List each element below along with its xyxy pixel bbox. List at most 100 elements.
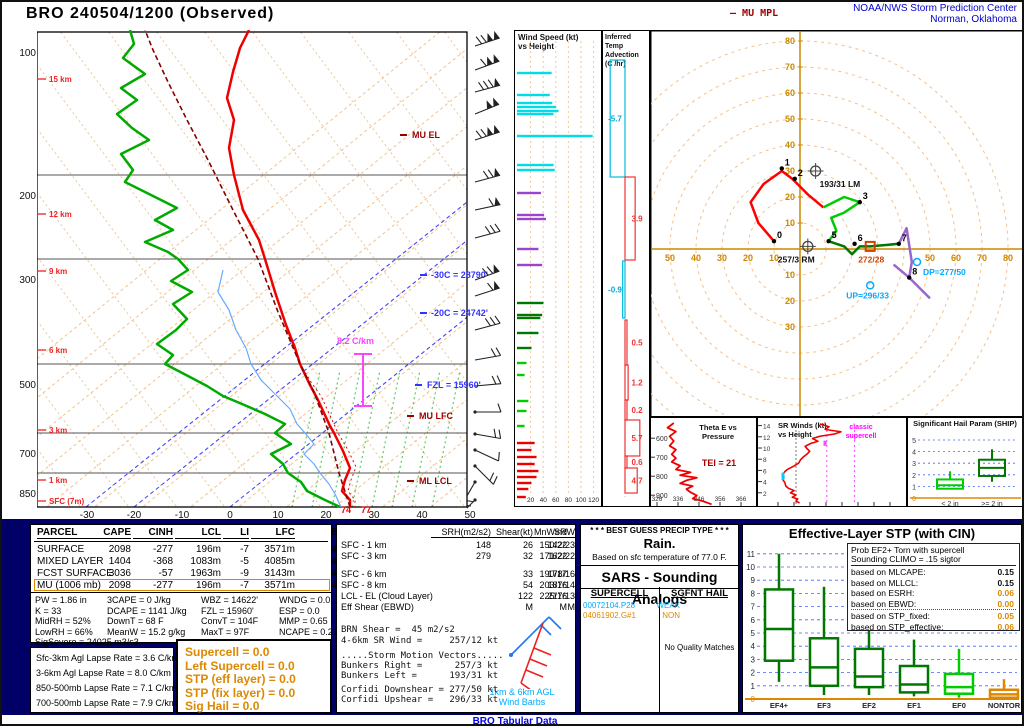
thermo-index: DCAPE = 1141 J/kg [107, 605, 187, 616]
pressure-label: 500 [19, 380, 36, 391]
wind-speed-bar [517, 112, 554, 116]
highlight-isotherm-line [85, 201, 467, 507]
ws-axis-label: 40 [540, 497, 548, 504]
thetae-xlabel: 356 [715, 496, 726, 503]
ship-ylabel: 2 [912, 473, 916, 480]
hodo-axis-label: 60 [785, 88, 795, 98]
svg-line [478, 81, 485, 90]
lapse-rate-row: 3-6km Agl Lapse Rate = 8.0 C/km [36, 668, 171, 678]
sr-winds-panel: SR Winds (kt) vs Height 2 4 6 8 10 12 14 classic s… [757, 417, 907, 507]
kin-row-label: SFC - 3 km [341, 551, 387, 561]
parcel-cell[interactable]: -277 [152, 544, 173, 555]
stp-box [808, 637, 840, 688]
hodo-point [907, 275, 912, 280]
lapse-label: 8.2 C/km [337, 336, 374, 346]
parcel-cell[interactable]: 3571m [264, 580, 295, 591]
corfidi-label: UP=296/33 [846, 290, 889, 300]
srw-ylabel: 8 [763, 457, 767, 464]
srw-ylabel: 6 [763, 468, 767, 475]
pressure-label: 300 [19, 275, 36, 286]
isotherm-line [38, 126, 467, 476]
dry-adiabat-line [38, 193, 274, 507]
thetae-xlabel: 336 [673, 496, 684, 503]
wind-barb-icon [473, 428, 502, 440]
parcel-cell[interactable]: 1963m [190, 568, 221, 579]
prob-row-value: 0.06 [997, 621, 1014, 632]
svg-line [474, 60, 500, 71]
isotherm-line [93, 204, 467, 507]
precip-header: * * * BEST GUESS PRECIP TYPE * * * [590, 526, 729, 535]
svg-line [474, 131, 500, 141]
thermo-index: MidRH = 52% [35, 616, 91, 626]
kin-cell: M [525, 602, 534, 612]
wind-barb-1km-icon [509, 616, 562, 657]
kin-cell: 279 [475, 551, 491, 561]
parcel-cell[interactable]: MU (1006 mb) [37, 580, 101, 591]
ship-panel: Significant Hail Param (SHIP) 0 1 2 3 4 5 < 2 i… [907, 417, 1022, 507]
parcel-cell[interactable]: -57 [158, 568, 173, 579]
srw-ylabel: 10 [763, 446, 771, 453]
thermo-index: SigSevere = 24025 m3/s3 [35, 637, 139, 647]
temp-advection-chart: -5.7 3.9 -0.9 0.5 1.2 0.2 5.7 0.6 4.7 [608, 56, 643, 499]
svg-line [467, 500, 474, 503]
svg-polygon [487, 33, 494, 42]
wind-speed-bar [517, 217, 546, 221]
stp-ylabel: 8 [751, 589, 756, 598]
composite-indices-panel: Supercell = 0.0 Left Supercell = 0.0 STP (… [176, 639, 332, 714]
prob-row: based on EBWD: 0.00 [851, 599, 1016, 610]
parcel-cell[interactable]: -7 [240, 580, 249, 591]
header-rule [34, 541, 328, 542]
sars-match-row[interactable]: 00072104.P28 WEAK [583, 601, 680, 611]
parcel-cell[interactable]: 3143m [264, 568, 295, 579]
parcel-cell[interactable]: 3571m [264, 544, 295, 555]
parcel-cell[interactable]: 196m [195, 544, 221, 555]
svg-line [474, 383, 501, 387]
hodo-axis-label: 30 [717, 253, 727, 263]
parcel-cell[interactable]: -368 [152, 556, 173, 567]
svg-line [474, 433, 501, 440]
parcel-cell[interactable]: 4085m [264, 556, 295, 567]
wind-speed-bar [517, 475, 537, 479]
parcel-cell[interactable]: 196m [195, 580, 221, 591]
parcel-cell[interactable]: MIXED LAYER [37, 556, 104, 567]
sars-match-id[interactable]: 00072104.P28 [583, 601, 636, 610]
parcel-cell[interactable]: -5 [240, 556, 249, 567]
parcel-cell[interactable]: 2098 [108, 580, 131, 591]
parcel-cell[interactable]: FCST SURFACE [37, 568, 113, 579]
mixing-ratio-line [351, 369, 381, 507]
tabular-data-link[interactable]: BRO Tabular Data [472, 716, 558, 726]
mpl-dash-icon: – [730, 8, 743, 19]
mixing-ratio-line [371, 369, 401, 507]
parcel-cell[interactable]: SURFACE [37, 544, 85, 555]
hodo-axis-label: 80 [785, 36, 795, 46]
parcel-cell[interactable]: 1083m [190, 556, 221, 567]
svg-line [474, 103, 500, 115]
wind-speed-bar [517, 213, 545, 217]
svg-line [467, 481, 476, 497]
sars-match-id[interactable]: 04061902.G#1 [583, 611, 636, 620]
prob-row-label: based on MLCAPE: [851, 567, 926, 577]
hodo-axis-label: 20 [743, 253, 753, 263]
parcel-cell[interactable]: 2098 [108, 544, 131, 555]
svg-line [482, 80, 489, 89]
parcel-cell[interactable]: -277 [152, 580, 173, 591]
svg-line [489, 472, 495, 482]
wind-speed-chart: 20 40 60 80 100 120 [517, 41, 599, 504]
wind-barb-icon [473, 464, 498, 485]
parcel-cell[interactable]: 1404 [108, 556, 131, 567]
ws-axis-label: 20 [527, 497, 535, 504]
parcel-cell[interactable]: -9 [240, 568, 249, 579]
wind-barb-icon [473, 448, 500, 462]
thermo-index: NCAPE = 0.21 [279, 626, 338, 637]
sars-match-row[interactable]: 04061902.G#1 NON [583, 611, 680, 621]
parcel-cell[interactable]: -7 [240, 544, 249, 555]
storm-motion-header: .....Storm Motion Vectors..... [341, 651, 504, 661]
kin-cell: 142/23 [547, 540, 575, 550]
hodo-point [896, 241, 901, 246]
parcel-cell[interactable]: 3036 [108, 568, 131, 579]
wind-barb-icon [474, 375, 502, 387]
mpl-label: MU MPL [742, 8, 779, 19]
virtual-temperature-trace [299, 363, 357, 507]
hodo-trace-9-12km-edge [892, 263, 911, 279]
